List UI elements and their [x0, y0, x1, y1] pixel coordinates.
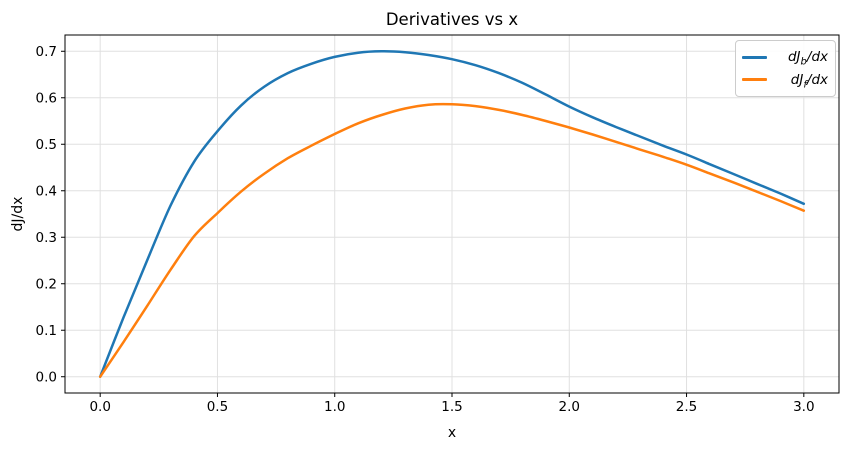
legend-line-swatch-orange	[742, 78, 767, 82]
legend: dJb/dx dJf/dx	[735, 40, 836, 97]
legend-label-subscript: f	[803, 79, 807, 91]
legend-item-djf: dJf/dx	[742, 71, 828, 91]
y-tick-label: 0.4	[36, 183, 57, 199]
x-tick-label: 3.0	[793, 399, 814, 415]
legend-label-prefix: dJ	[787, 49, 801, 66]
x-tick-label: 1.0	[324, 399, 345, 415]
legend-line-swatch-blue	[742, 55, 767, 59]
y-tick-label: 0.0	[36, 369, 57, 385]
legend-item-djb: dJb/dx	[742, 49, 828, 69]
legend-label-suffix: /dx	[806, 49, 828, 66]
legend-label-subscript: b	[800, 57, 807, 69]
y-tick-label: 0.5	[36, 137, 57, 153]
y-tick-label: 0.1	[36, 323, 57, 339]
series-line-djb	[98, 50, 806, 378]
x-tick-label: 0.0	[89, 399, 110, 415]
series-line-djf	[98, 102, 806, 378]
tick-label-layer: 0.0 0.5 1.0 1.5 2.0 2.5 3.0 0.0 0.1 0.2 0.3 0.4 0.5 0…	[36, 44, 815, 415]
tick-layer	[61, 50, 805, 397]
x-tick-label: 1.5	[441, 399, 462, 415]
x-axis-label: x	[448, 425, 456, 441]
grid-layer	[65, 35, 839, 393]
x-tick-label: 2.5	[676, 399, 697, 415]
chart-title: Derivatives vs x	[386, 10, 519, 29]
x-tick-label: 2.0	[559, 399, 580, 415]
legend-label-djb: dJb/dx	[777, 49, 828, 69]
y-tick-label: 0.3	[36, 230, 57, 246]
y-tick-label: 0.7	[36, 44, 57, 60]
curve-layer	[98, 50, 806, 378]
legend-label-prefix: dJ	[790, 71, 804, 88]
legend-label-suffix: /dx	[806, 71, 828, 88]
y-axis-label: dJ/dx	[10, 197, 26, 232]
legend-label-djf: dJf/dx	[777, 71, 828, 91]
y-tick-label: 0.6	[36, 90, 57, 106]
x-tick-label: 0.5	[207, 399, 228, 415]
y-tick-label: 0.2	[36, 276, 57, 292]
